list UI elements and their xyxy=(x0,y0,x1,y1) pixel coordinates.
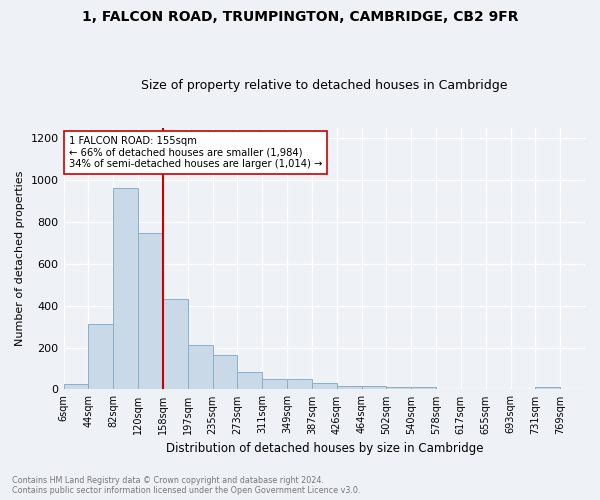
Bar xyxy=(262,379,287,390)
Bar xyxy=(337,386,362,390)
Bar xyxy=(64,384,88,390)
Bar xyxy=(163,300,188,390)
Bar xyxy=(212,355,238,390)
Bar xyxy=(188,346,212,390)
Bar xyxy=(535,387,560,390)
Bar xyxy=(362,386,386,390)
Y-axis label: Number of detached properties: Number of detached properties xyxy=(15,171,25,346)
X-axis label: Distribution of detached houses by size in Cambridge: Distribution of detached houses by size … xyxy=(166,442,483,455)
Text: Contains HM Land Registry data © Crown copyright and database right 2024.
Contai: Contains HM Land Registry data © Crown c… xyxy=(12,476,361,495)
Bar xyxy=(238,372,262,390)
Bar xyxy=(411,387,436,390)
Text: 1, FALCON ROAD, TRUMPINGTON, CAMBRIDGE, CB2 9FR: 1, FALCON ROAD, TRUMPINGTON, CAMBRIDGE, … xyxy=(82,10,518,24)
Bar xyxy=(88,324,113,390)
Bar xyxy=(312,382,337,390)
Text: 1 FALCON ROAD: 155sqm
← 66% of detached houses are smaller (1,984)
34% of semi-d: 1 FALCON ROAD: 155sqm ← 66% of detached … xyxy=(68,136,322,170)
Title: Size of property relative to detached houses in Cambridge: Size of property relative to detached ho… xyxy=(141,79,508,92)
Bar xyxy=(386,386,411,390)
Bar xyxy=(138,233,163,390)
Bar xyxy=(287,379,312,390)
Bar xyxy=(113,188,138,390)
